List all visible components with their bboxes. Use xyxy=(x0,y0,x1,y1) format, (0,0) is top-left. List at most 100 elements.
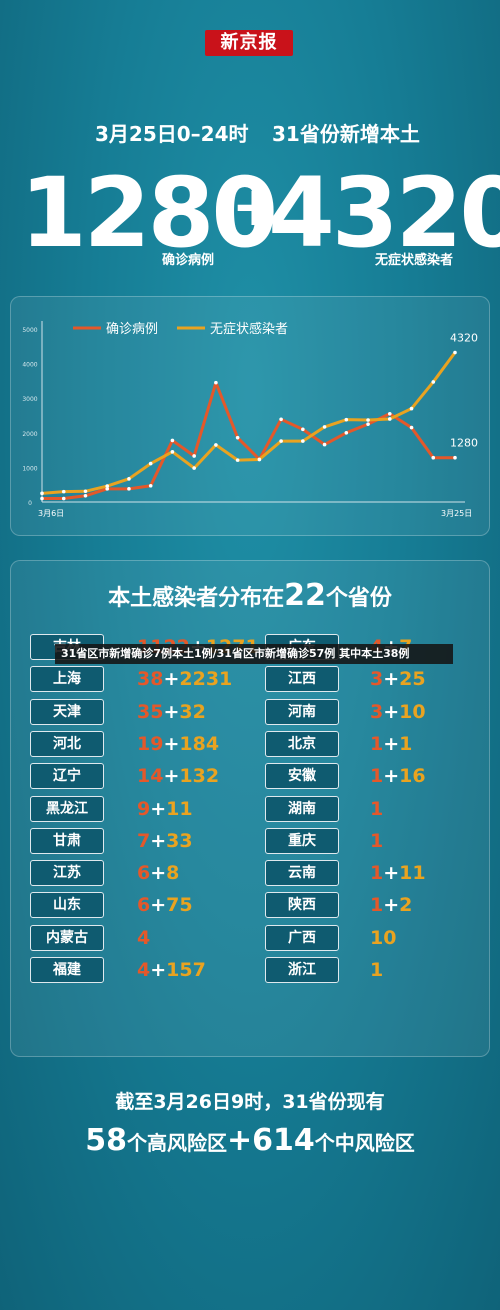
data-point xyxy=(387,411,392,416)
data-point xyxy=(235,435,240,440)
province-name: 河北 xyxy=(30,730,104,757)
confirmed-label: 确诊病例 xyxy=(162,253,215,268)
confirmed-count: 6 xyxy=(137,894,151,917)
data-point xyxy=(344,417,349,422)
distribution-province-count: 22 xyxy=(284,578,326,613)
mid-risk-count: 614 xyxy=(252,1123,315,1158)
data-point xyxy=(301,439,305,443)
province-counts: 1 xyxy=(370,796,383,822)
asymptomatic-count: 1 xyxy=(370,959,384,981)
province-name: 福建 xyxy=(30,957,104,983)
province-name: 江苏 xyxy=(30,860,104,887)
trend-chart-svg: 0 1000 2000 3000 4000 5000 3月6日 3月25日 确诊病例 1280 无症… xyxy=(22,321,478,518)
data-point xyxy=(40,491,44,496)
data-point xyxy=(105,487,110,491)
data-point xyxy=(105,484,110,488)
footer-risk-areas: 58个高风险区+614个中风险区 xyxy=(0,1123,500,1158)
province-counts: 38+2231 xyxy=(137,666,232,692)
province-name: 甘肃 xyxy=(30,827,104,854)
province-counts: 7+33 xyxy=(137,828,193,854)
province-counts: 3+10 xyxy=(370,699,426,725)
data-point xyxy=(387,417,392,421)
data-point xyxy=(322,425,327,429)
y-tick-label: 0 xyxy=(28,500,32,507)
data-point xyxy=(279,417,283,422)
province-row: 安徽 1+16 xyxy=(0,763,500,790)
province-name: 北京 xyxy=(265,730,339,757)
data-point xyxy=(148,461,153,466)
y-tick-label: 3000 xyxy=(22,396,37,403)
province-row: 湖南 1 xyxy=(0,795,500,822)
province-row: 福建 4+157 xyxy=(0,957,500,983)
confirmed-count: 35 xyxy=(137,700,164,723)
province-name: 重庆 xyxy=(265,827,339,854)
province-name: 天津 xyxy=(30,698,104,725)
confirmed-total: 1280 xyxy=(20,157,278,269)
province-name: 山东 xyxy=(30,892,104,919)
province-row: 黑龙江 9+11 xyxy=(0,795,500,822)
confirmed-count: 6 xyxy=(137,862,151,885)
plus-sign: + xyxy=(232,175,278,238)
confirmed-count: 9 xyxy=(137,797,151,820)
province-counts: 1+16 xyxy=(370,763,426,789)
province-name: 浙江 xyxy=(265,957,339,983)
y-tick-label: 5000 xyxy=(22,327,37,334)
end-value-label-0: 1280 xyxy=(450,437,478,450)
data-point xyxy=(235,458,240,462)
asymptomatic-count: 10 xyxy=(399,700,426,723)
x-tick-label-start: 3月6日 xyxy=(38,509,64,518)
province-counts: 35+32 xyxy=(137,699,206,725)
plus-sign: + xyxy=(150,894,167,917)
footer-line1: 截至3月26日9时，31省份现有 xyxy=(115,1091,385,1113)
plus-sign: + xyxy=(163,732,180,755)
y-tick-label: 2000 xyxy=(22,431,37,438)
asymptomatic-count: 33 xyxy=(166,829,193,852)
data-point xyxy=(127,487,131,491)
asymptomatic-count: 75 xyxy=(166,894,193,917)
data-point xyxy=(431,380,436,384)
province-name: 陕西 xyxy=(265,892,339,919)
legend-label-0: 确诊病例 xyxy=(106,322,158,337)
plus-sign: + xyxy=(383,732,400,755)
plus-sign: + xyxy=(383,862,400,885)
plus-sign: + xyxy=(163,668,180,691)
news-banner: 31省区市新增确诊7例本土1例/31省区市新增确诊57例 其中本土38例 xyxy=(55,644,453,664)
data-point xyxy=(344,431,349,435)
province-counts: 1 xyxy=(370,957,383,983)
province-row: 江苏 6+8 xyxy=(0,860,500,887)
plus-sign: + xyxy=(150,797,167,820)
asymptomatic-count: 11 xyxy=(399,862,426,885)
province-counts: 1+2 xyxy=(370,892,412,918)
series-line-0 xyxy=(42,381,455,501)
province-row: 云南 1+11 xyxy=(0,860,500,887)
plus-sign: + xyxy=(383,668,400,691)
asymptomatic-count: 2231 xyxy=(179,668,233,691)
distribution-title-post: 个省份 xyxy=(325,586,392,611)
data-point xyxy=(170,438,175,443)
data-point xyxy=(322,442,327,447)
province-row: 山东 6+75 xyxy=(0,892,500,919)
province-counts: 1+11 xyxy=(370,860,426,886)
data-point xyxy=(192,454,196,458)
high-risk-count: 58 xyxy=(85,1123,127,1158)
confirmed-count: 1 xyxy=(370,862,384,885)
province-row: 浙江 1 xyxy=(0,957,500,983)
province-counts: 9+11 xyxy=(137,796,193,822)
plus-sign: + xyxy=(383,765,400,788)
data-point xyxy=(148,483,153,488)
data-point xyxy=(279,439,283,443)
province-name: 内蒙古 xyxy=(30,924,104,951)
series-line-1 xyxy=(41,351,457,495)
province-counts: 1+1 xyxy=(370,731,412,757)
distribution-title-pre: 本土感染者分布在 xyxy=(108,586,285,611)
date-range: 3月25日0–24时 xyxy=(95,122,249,146)
province-counts: 19+184 xyxy=(137,731,219,757)
data-point xyxy=(61,489,66,494)
province-row: 广西 10 xyxy=(0,924,500,951)
data-point xyxy=(453,455,457,460)
data-point xyxy=(431,455,436,460)
data-point xyxy=(409,425,414,430)
confirmed-count: 1 xyxy=(370,765,384,788)
confirmed-count: 14 xyxy=(137,765,164,788)
end-value-label-1: 4320 xyxy=(450,332,478,345)
